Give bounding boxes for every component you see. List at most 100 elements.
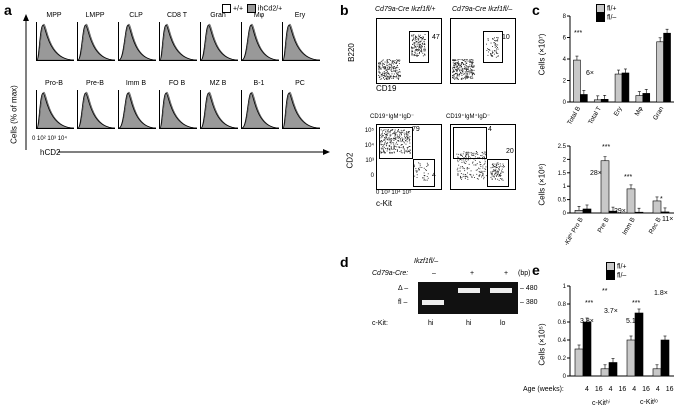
flow-dot: [457, 174, 459, 175]
flow-dot: [485, 175, 487, 177]
histogram: [77, 22, 115, 61]
flow-dot: [482, 165, 484, 167]
flow-dot: [458, 59, 460, 60]
flow-dot: [489, 49, 490, 51]
flow-dot: [462, 62, 463, 64]
flow-dot: [466, 152, 468, 154]
panel-e-fold4: 1.8×: [654, 290, 668, 297]
flow-dot: [396, 141, 397, 143]
flow-dot: [413, 47, 415, 49]
flow-dot: [397, 72, 399, 74]
flow-dot: [414, 39, 416, 41]
flow-dot: [382, 63, 384, 65]
flow-dot: [390, 64, 392, 66]
flow-dot: [397, 131, 398, 133]
flow-dot: [414, 42, 416, 43]
flow-dot: [463, 63, 464, 65]
flow-dot: [492, 55, 494, 57]
flow-dot: [386, 71, 388, 72]
flow-dot: [396, 151, 398, 152]
flow-dot: [388, 66, 390, 67]
flow-dot: [480, 171, 481, 173]
flow-dot: [386, 74, 388, 76]
flow-dot: [466, 167, 468, 169]
flow-dot: [393, 75, 394, 77]
gel-band-fl: [422, 300, 444, 305]
flow-dot: [462, 63, 464, 65]
flow-dot: [418, 167, 419, 169]
bar: [621, 72, 630, 103]
flow-dot: [475, 153, 477, 155]
flow-dot: [466, 151, 468, 153]
flow-dot: [496, 164, 498, 166]
flow-dot: [386, 76, 388, 78]
flow-dot: [418, 45, 420, 46]
flow-dot: [480, 170, 482, 172]
flow-dot: [387, 76, 389, 77]
y-tick-label: 2: [563, 157, 567, 163]
flow-dot: [397, 143, 399, 145]
flow-dot: [496, 52, 497, 54]
flow-dot: [396, 62, 397, 64]
flow-dot: [482, 172, 484, 174]
flow-dot: [466, 75, 467, 77]
panel-d-ckit-3: lo: [500, 320, 506, 327]
panel-d-label: d: [340, 254, 349, 270]
flow-dot: [389, 152, 391, 154]
flow-dot: [398, 129, 399, 130]
flow-dot: [419, 51, 420, 53]
bar: [580, 94, 588, 103]
flow-dot: [427, 164, 428, 166]
panel-e-legend: fl/+ fl/–: [606, 262, 627, 281]
flow-dot: [464, 65, 466, 67]
bar: [626, 188, 636, 214]
flow-dot: [464, 176, 466, 177]
hist-title: Ery: [294, 12, 306, 19]
flow-dot: [400, 151, 402, 153]
flow-dot: [383, 135, 384, 137]
panel-d-genotype: Ikzf1fl/–: [414, 258, 439, 265]
flow-dot: [424, 53, 426, 55]
flow-dot: [492, 51, 494, 53]
flow-dot: [457, 159, 458, 161]
flow-dot: [399, 135, 401, 137]
flow-dot: [492, 175, 494, 177]
flow-dot: [390, 66, 392, 68]
flow-dot: [487, 54, 489, 56]
flow-dot: [465, 74, 467, 76]
flow-dot: [484, 161, 486, 163]
flow-dot: [497, 55, 499, 57]
flow-dot: [393, 76, 395, 78]
flow-dot: [402, 147, 404, 149]
histogram: [241, 22, 279, 61]
flow-dot: [423, 177, 425, 179]
flow-dot: [398, 140, 400, 142]
flow-dot: [381, 74, 382, 76]
flow-dot: [417, 55, 419, 56]
flow-dot: [467, 172, 468, 174]
flow-dot: [460, 78, 462, 80]
flow-dot: [400, 129, 402, 131]
flow-dot: [398, 131, 400, 133]
panel-c-bottom-fold1: 28×: [590, 170, 602, 177]
flow-dot: [419, 163, 421, 165]
flow-dot: [457, 68, 459, 70]
flow-dot: [397, 60, 399, 61]
flow-dot: [394, 129, 396, 131]
flow-dot: [406, 131, 408, 133]
flow-dot: [423, 50, 425, 52]
panel-a-xticks: 0 10² 10³ 10⁴: [32, 136, 67, 142]
flow-dot: [415, 49, 417, 51]
flow-dot: [392, 60, 394, 62]
flow-dot: [466, 153, 468, 155]
flow-dot: [478, 175, 480, 176]
flow-dot: [393, 60, 395, 62]
flow-dot: [500, 165, 502, 167]
flow-dot: [478, 171, 480, 173]
flow-dot: [458, 153, 460, 155]
flow-dot: [470, 59, 472, 60]
flow-dot: [407, 138, 408, 140]
flow-dot: [473, 65, 475, 67]
flow-dot: [463, 59, 465, 61]
